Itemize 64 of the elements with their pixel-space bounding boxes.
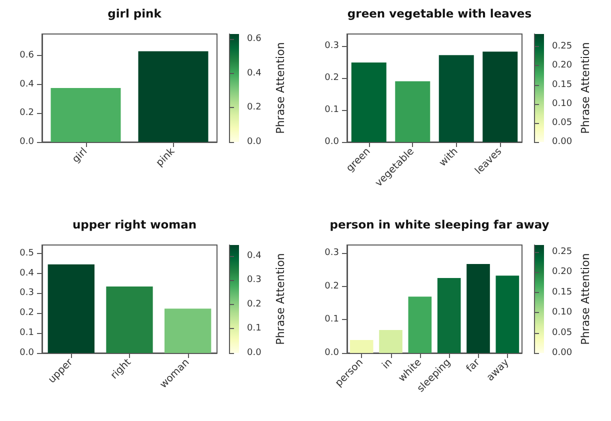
chart-title: green vegetable with leaves [347,6,532,20]
bar [438,55,474,142]
y-tick-label: 0.0 [324,348,340,358]
x-tick-label: girl [70,146,90,166]
color-bar-label: 0.1 [247,323,262,334]
chart-title: upper right woman [72,217,197,231]
x-tick-label: far [464,356,483,374]
bar [437,278,461,352]
color-bar-title: Phrase Attention [274,42,287,134]
color-bar-label: 0.20 [552,266,572,277]
color-bar-label: 0.25 [552,42,572,52]
color-bar-label: 0.0 [247,137,262,147]
color-bar-title: Phrase Attention [579,252,592,344]
bar [350,340,374,352]
y-tick-label: 0.3 [324,248,339,258]
chart-title: person in white sleeping far away [330,217,550,231]
color-bar-label: 0.6 [247,34,262,44]
bar [496,275,520,352]
color-bar-label: 0.15 [552,80,572,90]
color-bar-label: 0.20 [552,60,572,71]
bar [482,52,518,142]
bar [164,308,212,352]
y-tick-label: 0.2 [20,308,34,318]
color-bar-title: Phrase Attention [579,42,592,134]
color-bar-label: 0.4 [247,68,262,78]
color-bar-label: 0.2 [247,298,262,309]
bar [466,264,490,352]
y-tick-label: 0.1 [324,105,339,116]
y-tick-label: 0.2 [324,73,339,84]
bar [48,264,94,352]
color-bar-label: 0.15 [552,286,572,297]
bar [379,330,402,352]
bar [395,81,430,142]
y-tick-label: 0.0 [20,348,34,358]
y-tick-label: 0.0 [20,137,34,147]
color-bar-label: 0.10 [552,98,572,109]
color-bar-label: 0.4 [247,250,262,260]
y-tick-label: 0.0 [324,137,340,147]
y-tick-label: 0.3 [324,41,339,52]
color-bar-label: 0.0 [247,348,262,358]
y-tick-label: 0.1 [324,314,339,324]
color-bar-label: 0.2 [247,102,262,113]
y-tick-label: 0.4 [20,268,34,278]
y-tick-label: 0.2 [324,280,339,291]
y-tick-label: 0.2 [20,108,34,118]
color-bar-label: 0.00 [552,137,572,147]
y-tick-label: 0.1 [20,328,34,338]
x-tick-label: with [438,146,460,169]
y-tick-label: 0.6 [20,50,34,61]
bar [351,62,386,142]
chart-title: girl pink [108,6,162,20]
color-bar-label: 0.10 [552,307,572,318]
color-bar-title: Phrase Attention [274,252,287,344]
color-bar-label: 0.3 [247,274,262,285]
bar [106,286,153,352]
color-bar-label: 0.25 [552,246,572,256]
bar [408,296,432,352]
x-tick-label: in [380,356,395,371]
color-bar-label: 0.00 [552,348,572,358]
y-tick-label: 0.3 [20,288,34,298]
y-tick-label: 0.4 [20,79,34,90]
y-tick-label: 0.5 [20,248,34,258]
color-bar-label: 0.05 [552,118,572,128]
color-bar-label: 0.05 [552,327,572,338]
